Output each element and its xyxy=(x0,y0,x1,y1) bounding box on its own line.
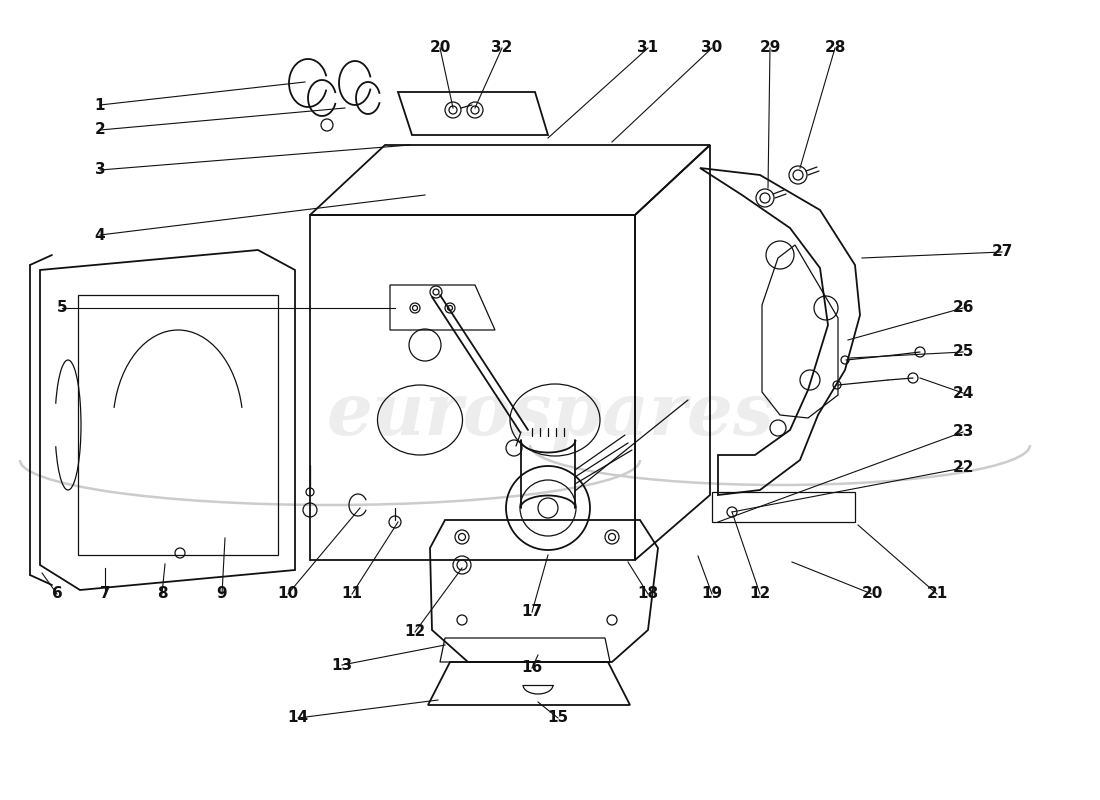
Text: 29: 29 xyxy=(759,41,781,55)
Text: 30: 30 xyxy=(702,41,723,55)
Text: 9: 9 xyxy=(217,586,228,602)
Text: 15: 15 xyxy=(548,710,569,726)
Text: 28: 28 xyxy=(824,41,846,55)
Text: 24: 24 xyxy=(953,386,974,401)
Text: 19: 19 xyxy=(702,586,723,602)
Text: 14: 14 xyxy=(287,710,309,726)
Text: 12: 12 xyxy=(405,625,426,639)
Text: 32: 32 xyxy=(492,41,513,55)
Text: 18: 18 xyxy=(637,586,659,602)
Text: 13: 13 xyxy=(331,658,353,673)
Text: 8: 8 xyxy=(156,586,167,602)
Text: 6: 6 xyxy=(52,586,63,602)
Text: 26: 26 xyxy=(953,301,974,315)
Text: 20: 20 xyxy=(429,41,451,55)
Text: 31: 31 xyxy=(637,41,659,55)
Text: 21: 21 xyxy=(926,586,947,602)
Text: eurospares: eurospares xyxy=(327,379,773,450)
Text: 16: 16 xyxy=(521,661,542,675)
Text: 7: 7 xyxy=(100,586,110,602)
Text: 3: 3 xyxy=(95,162,106,178)
Text: 10: 10 xyxy=(277,586,298,602)
Text: 11: 11 xyxy=(341,586,363,602)
Text: 23: 23 xyxy=(953,425,974,439)
Text: 5: 5 xyxy=(57,301,67,315)
Text: 12: 12 xyxy=(749,586,771,602)
Text: 4: 4 xyxy=(95,227,106,242)
Text: 27: 27 xyxy=(991,245,1013,259)
Text: 20: 20 xyxy=(861,586,882,602)
Text: 22: 22 xyxy=(953,461,974,475)
Text: 17: 17 xyxy=(521,605,542,619)
Text: 2: 2 xyxy=(95,122,106,138)
Text: 1: 1 xyxy=(95,98,106,113)
Text: 25: 25 xyxy=(953,345,974,359)
